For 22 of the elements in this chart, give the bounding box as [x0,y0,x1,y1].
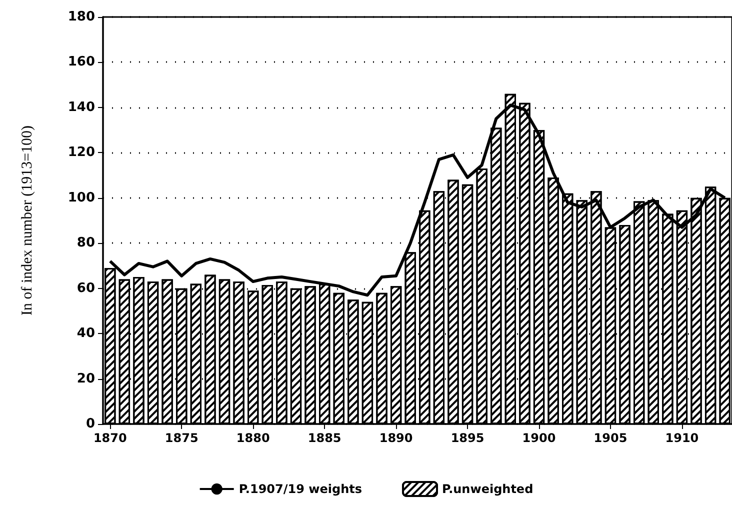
y-tick-label: 180 [68,10,95,24]
legend-label: P.unweighted [442,482,534,496]
y-tick-label: 0 [86,416,95,432]
y-tick-label: 160 [68,54,95,70]
x-tick-label: 1885 [308,431,342,445]
y-tick-label: 140 [68,100,95,115]
legend-label: P.1907/19 weights [238,482,362,496]
y-tick-label: 20 [76,371,95,386]
y-tick-label: 40 [76,326,95,342]
x-tick-label: 1870 [93,431,127,445]
x-tick-label: 1880 [236,431,270,445]
x-tick-label: 1900 [522,431,556,445]
x-tick-label: 1890 [379,431,413,445]
y-tick-label: 120 [68,145,95,160]
x-tick-label: 1905 [594,431,628,445]
x-tick-label: 1875 [164,431,198,445]
x-tick-label: 1895 [450,431,484,445]
y-tick-label: 80 [76,236,95,251]
y-axis-title: In of index number (1913=100) [20,125,36,316]
y-tick-label: 60 [76,280,95,296]
y-tick-label: 100 [68,190,95,206]
x-tick-label: 1910 [665,431,699,445]
